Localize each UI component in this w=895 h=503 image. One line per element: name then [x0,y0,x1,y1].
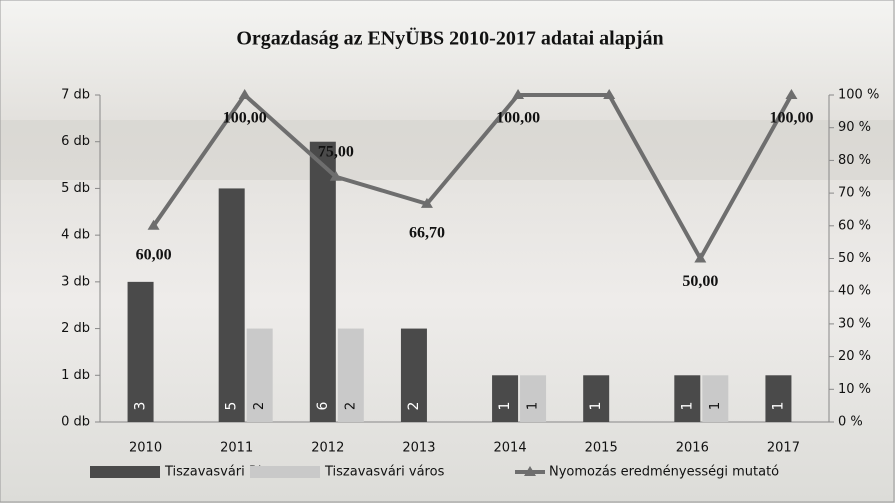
data-label: 75,00 [318,143,354,160]
x-tick-label: 2011 [220,441,253,456]
bar [702,375,729,422]
x-tick-label: 2015 [585,441,618,456]
bar [583,375,610,422]
y2-tick-label: 60 % [838,218,871,233]
y-tick-label: 5 db [61,181,90,196]
y-tick-label: 1 db [61,368,90,383]
data-label: 60,00 [136,246,172,263]
bar-label: 1 [497,402,513,411]
line-marker [512,89,525,99]
legend-label: Nyomozás eredményességi mutató [549,465,779,480]
legend-marker [524,466,536,476]
line-marker [603,89,616,99]
bar [674,375,701,422]
bar-label: 3 [133,402,149,411]
bar [400,328,427,422]
bar [765,375,792,422]
y2-tick-label: 100 % [838,88,879,103]
y-tick-label: 2 db [61,321,90,336]
data-label: 100,00 [496,110,540,127]
bar [309,141,336,422]
x-tick-label: 2013 [402,441,435,456]
bar [337,328,364,422]
legend-swatch [250,466,320,478]
y-tick-label: 0 db [61,415,90,430]
bar-label: 1 [770,402,786,411]
bar [218,188,245,422]
y-tick-label: 3 db [61,274,90,289]
x-tick-label: 2010 [129,441,162,456]
y2-tick-label: 40 % [838,284,871,299]
x-tick-label: 2014 [494,441,527,456]
y2-tick-label: 10 % [838,382,871,397]
y2-tick-label: 80 % [838,153,871,168]
y-tick-label: 6 db [61,134,90,149]
line-marker [147,219,160,230]
line-marker [785,89,798,99]
y-tick-label: 4 db [61,228,90,243]
bar-label: 2 [252,402,267,410]
legend-label: Tiszavasvári Rk. [164,465,270,480]
line [151,92,794,263]
bar-label: 2 [406,402,422,411]
legend-label: Tiszavasvári város [324,465,445,480]
background-band [0,120,895,180]
data-label: 100,00 [223,110,267,127]
data-label: 50,00 [682,273,718,290]
data-label: 66,70 [409,225,445,242]
chart-title: Orgazdaság az ENyÜBS 2010-2017 adatai al… [236,27,663,50]
bar [520,375,547,422]
bar-label: 1 [526,402,541,410]
y-tick-label: 7 db [61,88,90,103]
bar-label: 1 [679,402,695,411]
bar-label: 2 [343,402,358,410]
x-tick-label: 2016 [676,441,709,456]
legend-swatch [90,466,160,478]
bar-label: 5 [224,402,240,411]
y2-tick-label: 50 % [838,251,871,266]
bar-label: 1 [588,402,604,411]
x-tick-label: 2017 [767,441,800,456]
y2-tick-label: 70 % [838,186,871,201]
bar-label: 6 [315,401,331,410]
y2-tick-label: 30 % [838,316,871,331]
line-marker [329,170,342,181]
bar-label: 1 [708,402,723,410]
bar [127,281,154,422]
data-label: 100,00 [769,110,813,127]
y2-tick-label: 90 % [838,120,871,135]
y2-tick-label: 0 % [838,415,863,430]
line-marker [238,89,251,99]
bar [246,328,273,422]
line-marker [420,197,433,208]
line-marker [694,252,707,263]
x-tick-label: 2012 [311,441,344,456]
bar [492,375,519,422]
y2-tick-label: 20 % [838,349,871,364]
